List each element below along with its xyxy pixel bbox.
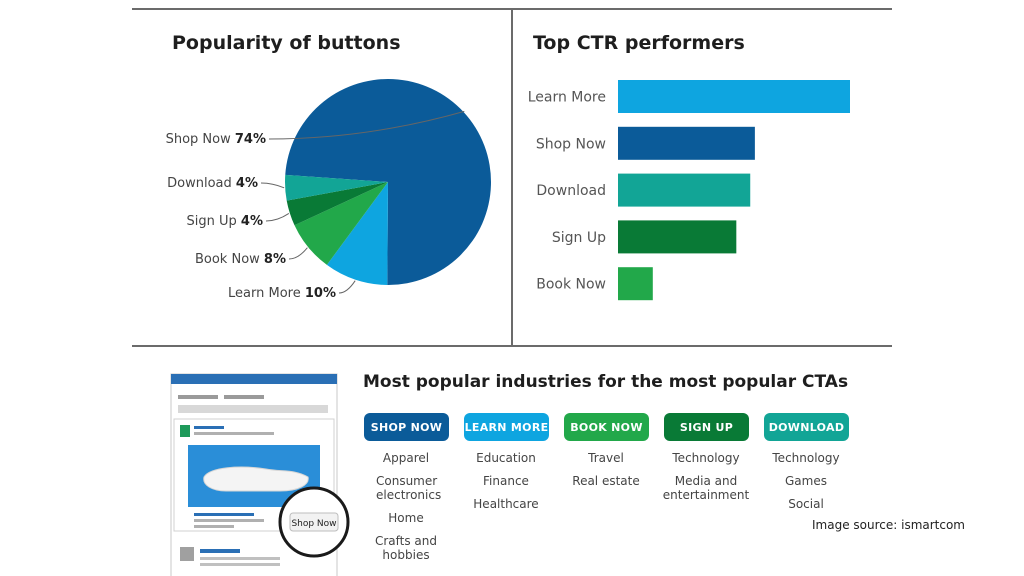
industry-item: Media and entertainment: [662, 474, 750, 502]
pie-label-download: Download 4%: [167, 176, 258, 191]
bar-label-learn-more: Learn More: [528, 90, 606, 106]
industry-item: Technology: [772, 451, 840, 465]
industry-item: Apparel: [382, 451, 430, 465]
bar-label-shop-now: Shop Now: [536, 136, 606, 152]
cta-sign-up: SIGN UP: [664, 413, 749, 441]
ad-mockup-drawing: [170, 373, 338, 576]
center-divider: [511, 8, 513, 346]
pie-leader-line: [338, 280, 356, 294]
pie-slice-shop-now: [285, 79, 491, 285]
industry-item: Crafts and hobbies: [374, 534, 438, 562]
middle-divider: [132, 345, 892, 347]
pie-label-shop-now: Shop Now 74%: [166, 132, 266, 147]
industries-sign-up: Technology Media and entertainment: [656, 451, 756, 511]
industry-item: Healthcare: [473, 497, 539, 511]
pie-label-learn-more: Learn More 10%: [228, 286, 336, 301]
pie-leader-line: [260, 182, 285, 189]
bar-shop-now: [618, 126, 755, 160]
industry-item: Home: [388, 511, 424, 525]
pie-chart: Shop Now 74% Learn More 10% Book Now 8% Sig…: [166, 79, 491, 301]
industry-item: Consumer electronics: [376, 474, 442, 502]
bar-sign-up: [618, 220, 737, 254]
industries-learn-more: Education Finance Healthcare: [456, 451, 556, 520]
bar-chart: Learn More Shop Now Download Sign Up Book No…: [528, 80, 850, 301]
cta-book-now: BOOK NOW: [564, 413, 649, 441]
pie-slice-sign-up: [286, 182, 388, 226]
bar-learn-more: [618, 80, 850, 113]
pie-leader-line: [265, 213, 290, 222]
industry-item: Finance: [483, 474, 529, 488]
pie-label-sign-up: Sign Up 4%: [187, 214, 263, 229]
bar-label-sign-up: Sign Up: [552, 230, 606, 246]
industries-shop-now: Apparel Consumer electronics Home Crafts…: [356, 451, 456, 571]
pie-leader-line: [288, 247, 308, 260]
industry-item: Education: [476, 451, 536, 465]
image-source: Image source: ismartcom: [812, 518, 965, 532]
cta-download: DOWNLOAD: [764, 413, 849, 441]
pie-leader-line: [268, 110, 465, 140]
bar-label-download: Download: [536, 183, 606, 199]
bar-chart-title: Top CTR performers: [533, 32, 745, 54]
industries-download: Technology Games Social: [756, 451, 856, 520]
pie-slice-book-now: [294, 182, 388, 265]
cta-shop-now: SHOP NOW: [364, 413, 449, 441]
industry-item: Social: [788, 497, 824, 511]
pie-label-book-now: Book Now 8%: [195, 252, 286, 267]
industries-book-now: Travel Real estate: [556, 451, 656, 497]
industry-item: Games: [785, 474, 827, 488]
industry-item: Travel: [588, 451, 624, 465]
pie-slice-learn-more: [326, 182, 388, 285]
bar-download: [618, 173, 751, 207]
pie-slice-download: [285, 174, 388, 201]
bar-label-book-now: Book Now: [536, 277, 606, 293]
cta-learn-more: LEARN MORE: [464, 413, 549, 441]
ad-mockup: [170, 373, 338, 576]
industries-title: Most popular industries for the most pop…: [363, 372, 849, 392]
industry-item: Technology: [672, 451, 740, 465]
pie-chart-title: Popularity of buttons: [172, 32, 401, 54]
industry-item: Real estate: [572, 474, 640, 488]
bar-book-now: [618, 267, 653, 301]
